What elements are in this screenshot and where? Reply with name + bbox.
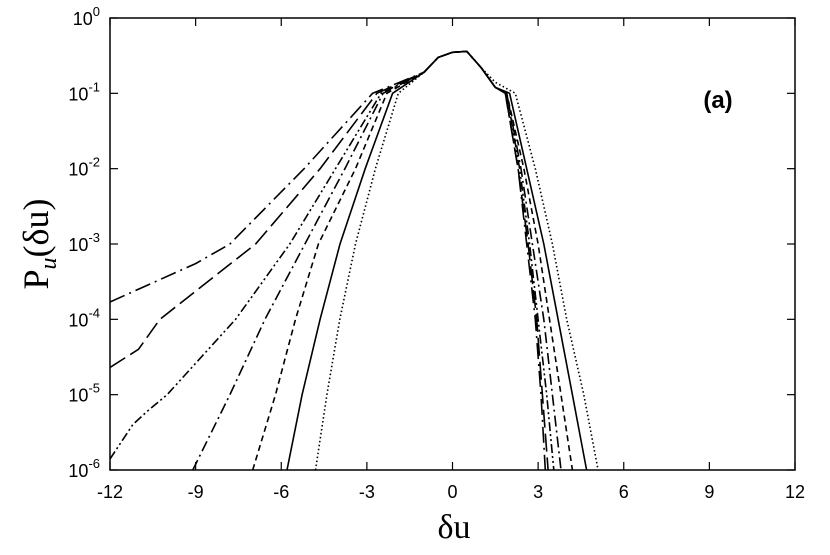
x-tick-label: -3 [359,482,375,502]
series-line [110,50,555,470]
y-axis-label: Pu(δu) [16,199,62,290]
x-tick-label: 9 [704,482,714,502]
y-tick-label: 10-2 [68,155,100,180]
series-line [251,50,574,470]
series-line [192,50,562,470]
x-tick-label: -12 [97,482,123,502]
y-tick-label: 10-6 [68,456,100,481]
x-tick-label: 3 [533,482,543,502]
y-tick-label: 10-3 [68,230,100,255]
lines [110,50,599,470]
y-tick-label: 10-1 [68,79,100,104]
series-line [314,50,599,470]
panel-label: (a) [703,87,732,114]
plot-frame [109,17,796,471]
x-axis-label: δu [437,509,470,546]
x-tick-label: 6 [619,482,629,502]
y-tick-label: 10-5 [68,381,100,406]
y-tick-label: 100 [73,4,100,29]
x-tick-label: 0 [447,482,457,502]
series-line [110,50,547,470]
x-tick-label: -6 [273,482,289,502]
x-tick-label: -9 [188,482,204,502]
x-tick-label: 12 [785,482,805,502]
y-tick-label: 10-4 [68,305,100,330]
series-line [110,50,549,470]
